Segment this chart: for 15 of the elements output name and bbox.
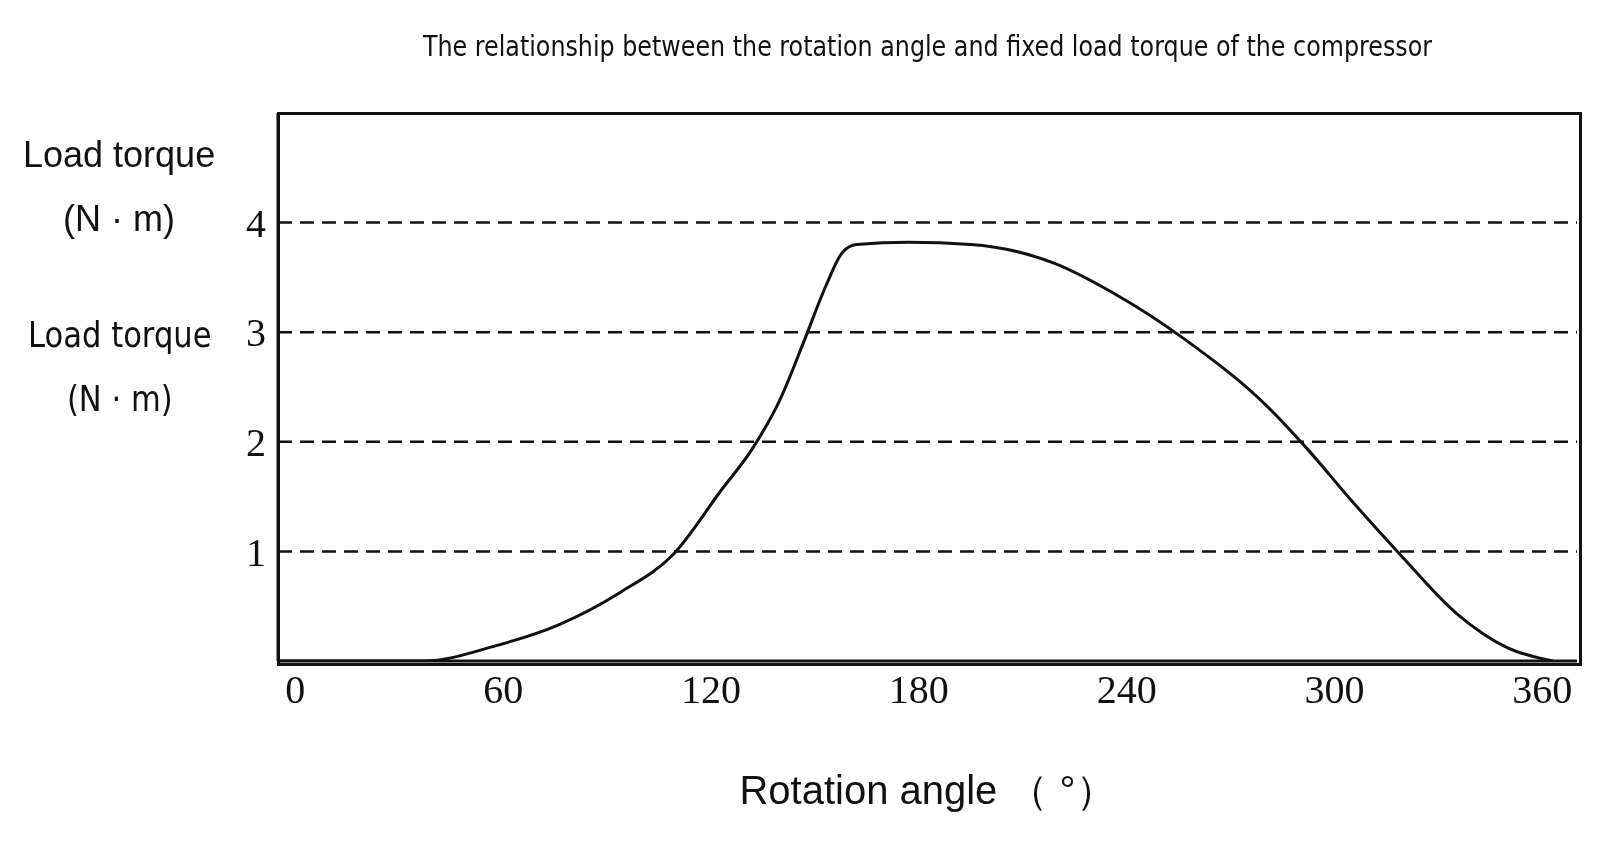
x-tick-label: 120 <box>681 667 741 713</box>
y-axis-title: Load torque (N · m) <box>23 133 216 241</box>
x-tick-label: 240 <box>1096 667 1157 713</box>
y-tick-label: 3 <box>246 310 266 356</box>
chart-title: The relationship between the rotation angle and fixed load torque of the compressor <box>421 30 1434 63</box>
x-tick-label: 0 <box>285 667 306 713</box>
x-axis-title: Rotation angle （ °） <box>738 767 1117 814</box>
x-tick-label: 180 <box>888 667 949 713</box>
x-tick-label: 360 <box>1512 667 1573 713</box>
y-tick-label: 2 <box>246 420 266 465</box>
x-tick-label: 300 <box>1304 667 1365 713</box>
text: Load torque (N · m) <box>28 313 212 421</box>
x-tick-label: 60 <box>483 667 524 713</box>
y-tick-label: 4 <box>246 200 266 246</box>
y-tick-label: 1 <box>246 529 266 575</box>
